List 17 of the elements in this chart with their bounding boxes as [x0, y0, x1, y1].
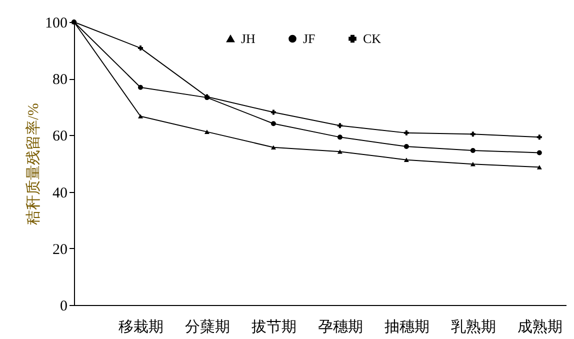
legend-label: CK: [363, 30, 382, 46]
legend-label: JH: [241, 30, 256, 46]
x-tick-label: 分蘖期: [184, 318, 230, 336]
x-tick-label: 拔节期: [251, 318, 296, 336]
x-tick-label: 乳熟期: [450, 318, 496, 336]
x-tick-label: 孕穗期: [318, 318, 363, 336]
y-tick-label: 40: [52, 185, 68, 202]
y-tick-label: 80: [52, 72, 68, 88]
x-tick-label: 成熟期: [517, 318, 562, 336]
y-axis-title: 秸秆质量残留率/%: [25, 103, 42, 225]
y-tick-label: 20: [52, 242, 68, 258]
x-tick-label: 移栽期: [118, 318, 164, 336]
y-tick-label: 60: [52, 128, 68, 145]
y-tick-label: 0: [60, 298, 68, 314]
x-tick-label: 抽穗期: [384, 318, 430, 336]
legend-label: JF: [303, 30, 316, 46]
y-tick-label: 100: [45, 16, 68, 32]
